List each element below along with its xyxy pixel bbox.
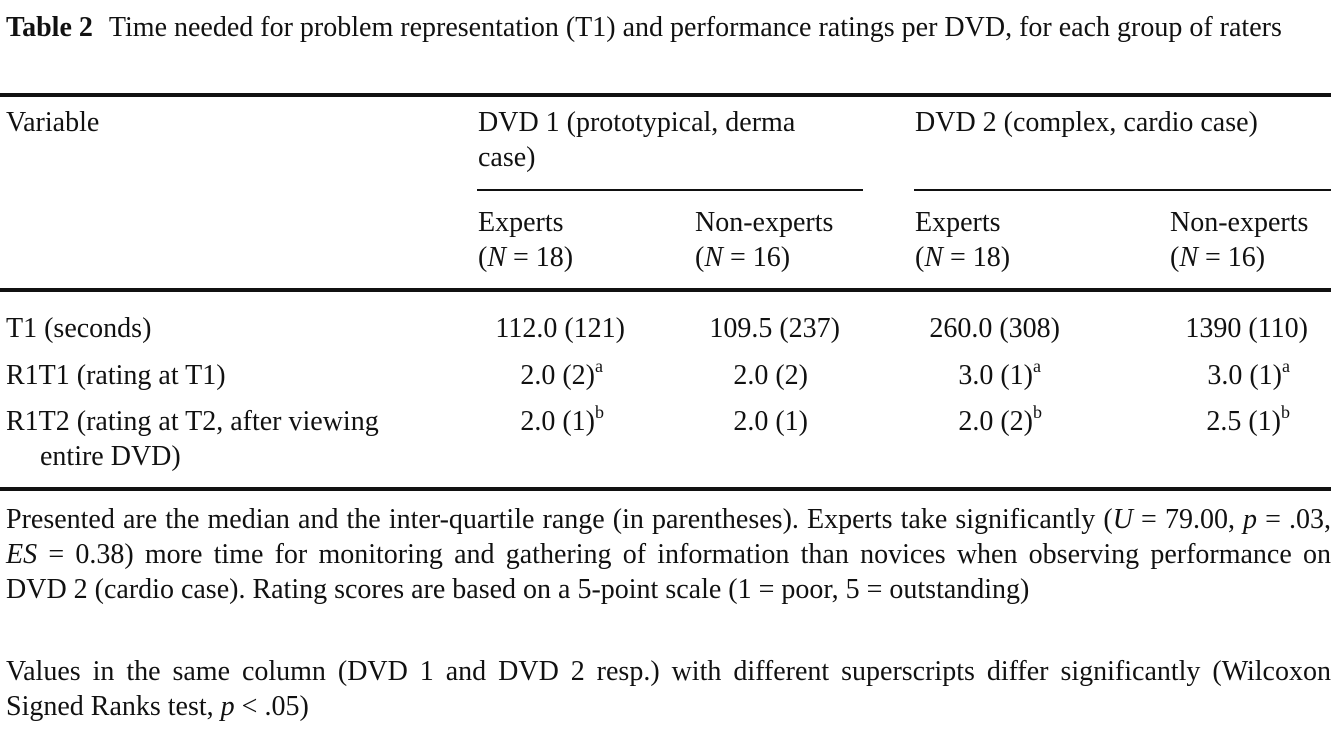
header-dvd1-experts: Experts [478, 207, 564, 238]
row-1-dvd2-non-experts: 1390 (110) [1185, 313, 1308, 344]
row-1-dvd2-experts: 260.0 (308) [929, 313, 1060, 344]
row-3-variable-line2: entire DVD) [40, 441, 181, 472]
header-dvd1-line1: DVD 1 (prototypical, derma [478, 107, 796, 138]
dvd1-group-rule [477, 189, 863, 191]
top-rule [0, 93, 1331, 97]
row-1-dvd1-experts: 112.0 (121) [495, 313, 625, 344]
header-dvd1-line2: case) [478, 142, 536, 173]
row-3-dvd2-experts: 2.0 (2)b [958, 402, 1042, 437]
header-dvd1-non-experts-n: (N = 16) [695, 242, 791, 273]
row-3-dvd1-non-experts: 2.0 (1) [733, 406, 808, 437]
table-label: Table 2 [6, 12, 93, 43]
n-symbol: N [924, 242, 944, 273]
header-dvd2-experts: Experts [915, 207, 1001, 238]
table-caption-text: Time needed for problem representation (… [108, 12, 1282, 43]
header-dvd2-non-experts: Non-experts [1170, 207, 1309, 238]
header-dvd2-experts-n: (N = 18) [915, 242, 1011, 273]
header-dvd1-experts-n: (N = 18) [478, 242, 574, 273]
row-3-dvd2-non-experts: 2.5 (1)b [1206, 402, 1290, 437]
header-variable: Variable [6, 107, 100, 138]
header-dvd2-non-experts-n: (N = 16) [1170, 242, 1266, 273]
header-rule [0, 288, 1331, 292]
header-dvd1-non-experts: Non-experts [695, 207, 834, 238]
row-2-dvd1-non-experts: 2.0 (2) [733, 360, 808, 391]
row-2-dvd2-experts: 3.0 (1)a [958, 356, 1041, 391]
dvd2-group-rule [914, 189, 1331, 191]
row-3-variable: R1T2 (rating at T2, after viewing [6, 406, 379, 437]
n-symbol: N [487, 242, 507, 273]
table-caption: Table 2 Time needed for problem represent… [6, 10, 1331, 45]
n-symbol: N [1179, 242, 1199, 273]
n-symbol: N [704, 242, 724, 273]
row-1-dvd1-non-experts: 109.5 (237) [709, 313, 840, 344]
row-1-variable: T1 (seconds) [6, 313, 152, 344]
header-dvd2: DVD 2 (complex, cardio case) [915, 107, 1258, 138]
table-note-2: Values in the same column (DVD 1 and DVD… [6, 656, 1331, 722]
row-3-dvd1-experts: 2.0 (1)b [520, 402, 604, 437]
row-2-dvd1-experts: 2.0 (2)a [520, 356, 603, 391]
bottom-rule [0, 487, 1331, 491]
row-2-variable: R1T1 (rating at T1) [6, 360, 226, 391]
row-2-dvd2-non-experts: 3.0 (1)a [1207, 356, 1290, 391]
table-note-1: Presented are the median and the inter-q… [6, 504, 1332, 605]
